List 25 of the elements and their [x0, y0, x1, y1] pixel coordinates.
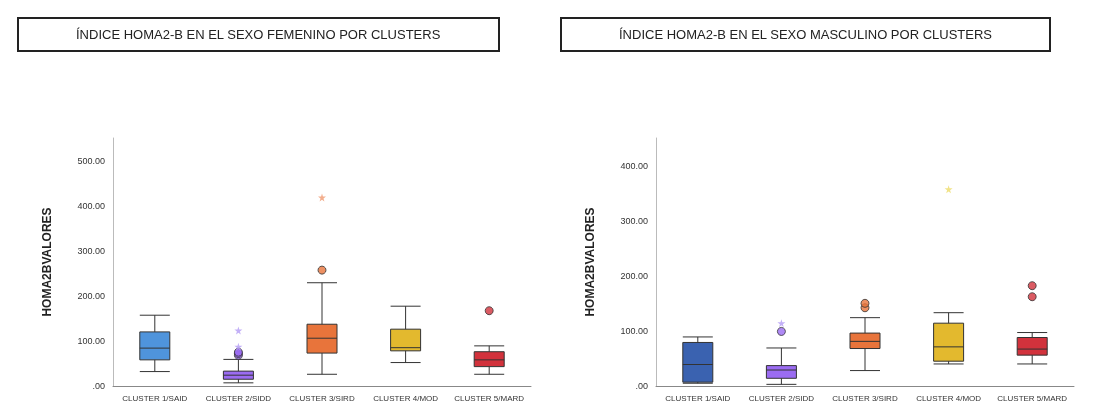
chart-title: ÍNDICE HOMA2-B EN EL SEXO FEMENINO POR CLUSTERS: [76, 27, 441, 42]
x-tick-label: CLUSTER 2/SIDD: [205, 393, 272, 403]
x-tick-label: CLUSTER 3/SIRD: [289, 393, 355, 403]
y-axis-title: HOMA2BVALORES: [40, 207, 54, 317]
x-tick-label: CLUSTER 4/MOD: [373, 393, 439, 403]
y-tick-label: 200.00: [620, 270, 648, 281]
x-tick-label: CLUSTER 5/MARD: [454, 393, 525, 403]
y-tick-label: 500.00: [77, 155, 105, 166]
y-tick-label: 400.00: [77, 200, 105, 211]
x-tick-label: CLUSTER 5/MARD: [997, 393, 1068, 403]
y-tick-label: 200.00: [77, 290, 105, 301]
chart-title: ÍNDICE HOMA2-B EN EL SEXO MASCULINO POR CLUSTERS: [619, 27, 993, 42]
y-tick-label: 100.00: [77, 335, 105, 346]
x-tick-label: CLUSTER 1/SAID: [122, 393, 188, 403]
x-tick-label: CLUSTER 4/MOD: [916, 393, 982, 403]
x-tick-label: CLUSTER 1/SAID: [665, 393, 731, 403]
y-tick-label: 300.00: [77, 245, 105, 256]
y-axis-title: HOMA2BVALORES: [583, 207, 597, 317]
x-tick-label: CLUSTER 3/SIRD: [832, 393, 898, 403]
y-tick-label: 300.00: [620, 215, 648, 226]
y-tick-label: 100.00: [620, 325, 648, 336]
x-tick-label: CLUSTER 2/SIDD: [748, 393, 815, 403]
y-tick-label: .00: [92, 381, 105, 391]
y-tick-label: 400.00: [620, 160, 648, 171]
y-tick-label: .00: [635, 381, 648, 391]
